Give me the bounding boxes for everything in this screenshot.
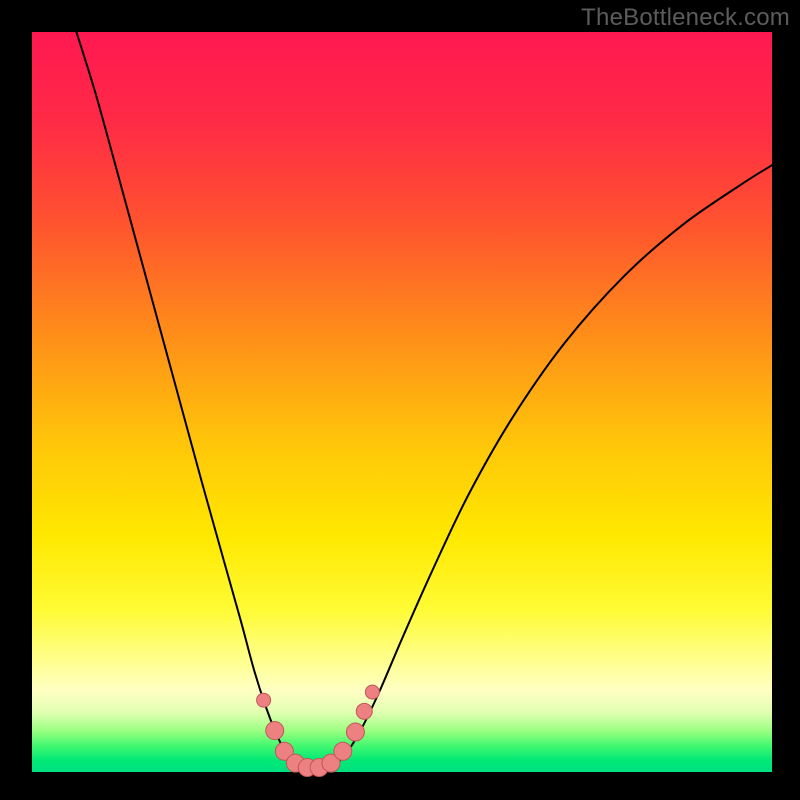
gradient-background [32, 32, 772, 772]
chart-svg [0, 0, 800, 800]
curve-marker [266, 722, 284, 740]
curve-marker [356, 703, 372, 719]
curve-marker [257, 693, 271, 707]
curve-marker [346, 723, 364, 741]
curve-marker [365, 685, 379, 699]
bottleneck-chart: TheBottleneck.com [0, 0, 800, 800]
curve-marker [334, 742, 352, 760]
